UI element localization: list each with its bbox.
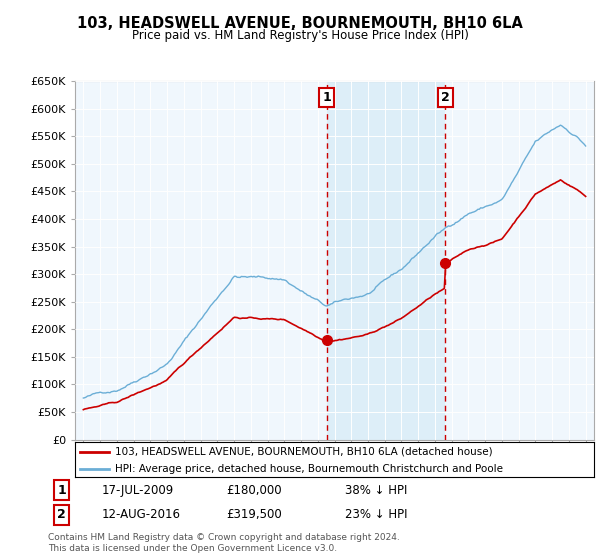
Text: 38% ↓ HPI: 38% ↓ HPI	[345, 484, 407, 497]
Text: £319,500: £319,500	[226, 508, 282, 521]
Text: 1: 1	[322, 91, 331, 104]
Bar	[327, 81, 445, 440]
Text: 2: 2	[441, 91, 450, 104]
Text: £180,000: £180,000	[226, 484, 282, 497]
Text: 2: 2	[57, 508, 66, 521]
Text: 17-JUL-2009: 17-JUL-2009	[102, 484, 174, 497]
Text: 103, HEADSWELL AVENUE, BOURNEMOUTH, BH10 6LA: 103, HEADSWELL AVENUE, BOURNEMOUTH, BH10…	[77, 16, 523, 31]
Text: 103, HEADSWELL AVENUE, BOURNEMOUTH, BH10 6LA (detached house): 103, HEADSWELL AVENUE, BOURNEMOUTH, BH10…	[115, 447, 493, 457]
Text: HPI: Average price, detached house, Bournemouth Christchurch and Poole: HPI: Average price, detached house, Bour…	[115, 464, 503, 474]
Text: 23% ↓ HPI: 23% ↓ HPI	[345, 508, 407, 521]
Text: Price paid vs. HM Land Registry's House Price Index (HPI): Price paid vs. HM Land Registry's House …	[131, 29, 469, 42]
Text: 1: 1	[57, 484, 66, 497]
Text: 12-AUG-2016: 12-AUG-2016	[102, 508, 181, 521]
Text: Contains HM Land Registry data © Crown copyright and database right 2024.
This d: Contains HM Land Registry data © Crown c…	[48, 533, 400, 553]
